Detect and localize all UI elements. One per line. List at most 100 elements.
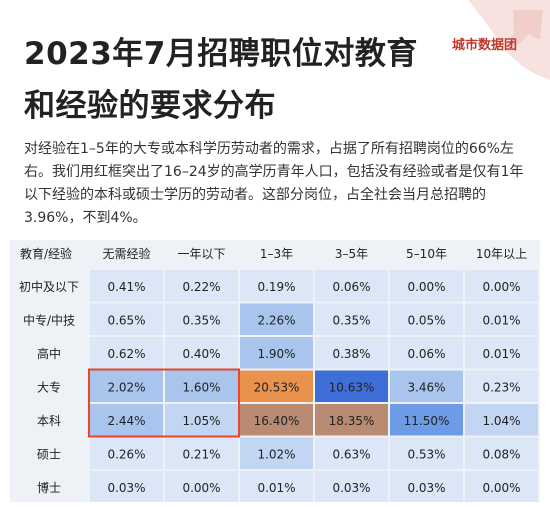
cell-value: 0.19% <box>257 280 295 294</box>
cell-value: 1.02% <box>257 447 295 461</box>
cell-value: 0.05% <box>407 313 445 327</box>
heatmap-cell <box>165 303 238 335</box>
heatmap-cell <box>90 303 163 335</box>
heatmap-cell <box>240 471 313 502</box>
heatmap-cell <box>90 471 163 502</box>
cell-value: 0.00% <box>182 481 220 495</box>
heatmap-cell <box>240 404 313 436</box>
heatmap-cell <box>240 437 313 469</box>
cell-value: 0.35% <box>182 313 220 327</box>
cell-value: 0.01% <box>482 313 520 327</box>
cell-value: 0.40% <box>182 347 220 361</box>
cell-value: 0.08% <box>482 447 520 461</box>
column-header: 1–3年 <box>260 247 293 261</box>
cell-value: 1.90% <box>257 347 295 361</box>
cell-value: 0.38% <box>332 347 370 361</box>
heatmap-cell <box>240 303 313 335</box>
cell-value: 0.22% <box>182 280 220 294</box>
cell-value: 0.53% <box>407 447 445 461</box>
cell-value: 0.35% <box>332 313 370 327</box>
heatmap-cell <box>465 270 538 302</box>
heatmap-cell <box>465 370 538 402</box>
cell-value: 0.03% <box>332 481 370 495</box>
heatmap-cell <box>90 370 163 402</box>
heatmap-cell <box>90 270 163 302</box>
heatmap-cell <box>315 370 388 402</box>
cell-value: 2.02% <box>107 380 145 394</box>
row-header: 本科 <box>37 414 61 428</box>
heatmap-cell <box>315 270 388 302</box>
heatmap-cell <box>465 404 538 436</box>
cell-value: 0.26% <box>107 447 145 461</box>
heatmap-cell <box>240 270 313 302</box>
heatmap-cell <box>165 337 238 369</box>
cell-value: 0.06% <box>332 280 370 294</box>
heatmap-cell <box>165 370 238 402</box>
row-header: 大专 <box>37 379 61 394</box>
cell-value: 18.35% <box>329 414 375 428</box>
heatmap-cell <box>390 303 463 335</box>
cell-value: 0.62% <box>107 347 145 361</box>
heatmap-cell <box>315 337 388 369</box>
heatmap-cell <box>165 471 238 502</box>
heatmap-cell <box>165 437 238 469</box>
description-paragraph: 对经验在1–5年的大专或本科学历劳动者的需求，占据了所有招聘岗位的66%左右。我… <box>24 141 524 226</box>
heatmap-cell <box>390 471 463 502</box>
heatmap-cell <box>390 270 463 302</box>
heatmap-cell <box>465 337 538 369</box>
brand-logo-text: 城市数据团 <box>452 38 518 53</box>
cell-value: 2.44% <box>107 414 145 428</box>
heatmap-cell <box>390 404 463 436</box>
heatmap-cell <box>390 337 463 369</box>
row-header: 硕士 <box>37 447 61 461</box>
cell-value: 0.03% <box>107 481 145 495</box>
heatmap-cell <box>465 437 538 469</box>
cell-value: 0.21% <box>182 447 220 461</box>
column-header: 10年以上 <box>476 247 527 261</box>
heatmap-cell <box>90 404 163 436</box>
cell-value: 1.60% <box>182 380 220 394</box>
heatmap-table: 教育/经验 无需经验 一年以下 1–3年 3–5年 5–10年 10年以上初中及以下 0.41… <box>10 240 540 502</box>
heatmap-cell <box>315 471 388 502</box>
cell-value: 0.00% <box>482 280 520 294</box>
column-header: 一年以下 <box>177 247 225 261</box>
cell-value: 11.50% <box>404 414 450 428</box>
heatmap-cell <box>465 471 538 502</box>
column-header: 3–5年 <box>335 247 368 261</box>
cell-value: 0.65% <box>107 313 145 327</box>
row-header: 高中 <box>37 346 61 361</box>
row-header: 博士 <box>37 480 61 495</box>
heatmap-cell <box>90 337 163 369</box>
heatmap-cell <box>465 303 538 335</box>
page-title-line-1: 2023年7月招聘职位对教育 <box>24 36 418 72</box>
cell-value: 0.00% <box>482 481 520 495</box>
cell-value: 0.63% <box>332 447 370 461</box>
cell-value: 2.26% <box>257 313 295 327</box>
cell-value: 0.41% <box>107 280 145 294</box>
highlight-box <box>88 368 240 438</box>
heatmap-cell <box>315 437 388 469</box>
cell-value: 0.03% <box>407 481 445 495</box>
heatmap-cell <box>240 370 313 402</box>
cell-value: 1.05% <box>182 414 220 428</box>
row-header: 初中及以下 <box>19 279 79 294</box>
heatmap-cell <box>315 404 388 436</box>
heatmap-cell <box>165 270 238 302</box>
column-header: 5–10年 <box>406 247 447 261</box>
heatmap-cell <box>390 370 463 402</box>
heatmap-cell <box>390 437 463 469</box>
heatmap-cell <box>315 303 388 335</box>
cell-value: 0.01% <box>257 481 295 495</box>
column-header: 无需经验 <box>102 246 150 261</box>
corner-label: 教育/经验 <box>20 246 72 261</box>
heatmap-cell <box>165 404 238 436</box>
cell-value: 0.01% <box>482 347 520 361</box>
cell-value: 0.06% <box>407 347 445 361</box>
brand-logo-icon <box>468 0 550 80</box>
cell-value: 1.04% <box>482 414 520 428</box>
cell-value: 16.40% <box>254 414 300 428</box>
page-title-line-2: 和经验的要求分布 <box>24 88 276 124</box>
cell-value: 0.00% <box>407 280 445 294</box>
